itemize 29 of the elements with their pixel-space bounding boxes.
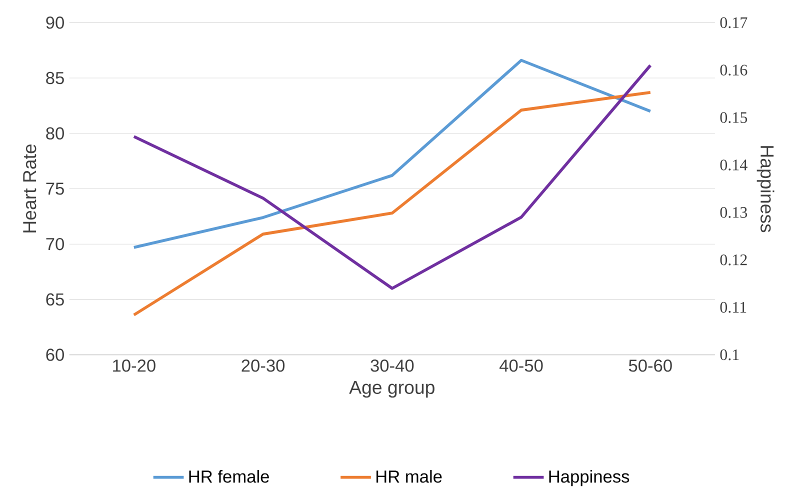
y2-axis-title: Happiness xyxy=(756,146,774,232)
legend-label: HR male xyxy=(376,470,442,483)
line-series xyxy=(132,90,652,316)
legend-label: HR female xyxy=(189,470,269,483)
y2-tick-label: 0.16 xyxy=(720,64,748,76)
y-tick-label: 85 xyxy=(46,72,64,84)
x-tick-label: 50-60 xyxy=(628,359,672,372)
y-tick-label: 80 xyxy=(46,127,64,140)
line-series xyxy=(132,58,652,249)
x-tick-label: 30-40 xyxy=(370,359,414,372)
x-tick-label: 40-50 xyxy=(500,359,543,372)
line-series xyxy=(132,64,652,290)
y2-tick-label: 0.13 xyxy=(720,206,748,218)
y-tick-label: 60 xyxy=(46,348,64,361)
y-tick-label: 90 xyxy=(46,16,64,29)
y-tick-label: 65 xyxy=(46,293,64,306)
y2-tick-label: 0.11 xyxy=(720,302,746,313)
y-tick-label: 70 xyxy=(46,238,64,250)
x-tick-label: 10-20 xyxy=(113,359,156,372)
y2-tick-label: 0.17 xyxy=(720,17,748,28)
y2-tick-label: 0.12 xyxy=(720,254,747,266)
y2-tick-label: 0.14 xyxy=(720,159,748,170)
y2-tick-label: 0.1 xyxy=(720,349,739,360)
x-tick-label: 20-30 xyxy=(242,359,285,372)
x-axis-title: Age group xyxy=(349,380,434,398)
y-tick-label: 75 xyxy=(46,182,64,195)
y2-tick-label: 0.15 xyxy=(720,112,748,123)
legend-label: Happiness xyxy=(549,470,630,486)
y-axis-title: Heart Rate xyxy=(23,144,36,232)
